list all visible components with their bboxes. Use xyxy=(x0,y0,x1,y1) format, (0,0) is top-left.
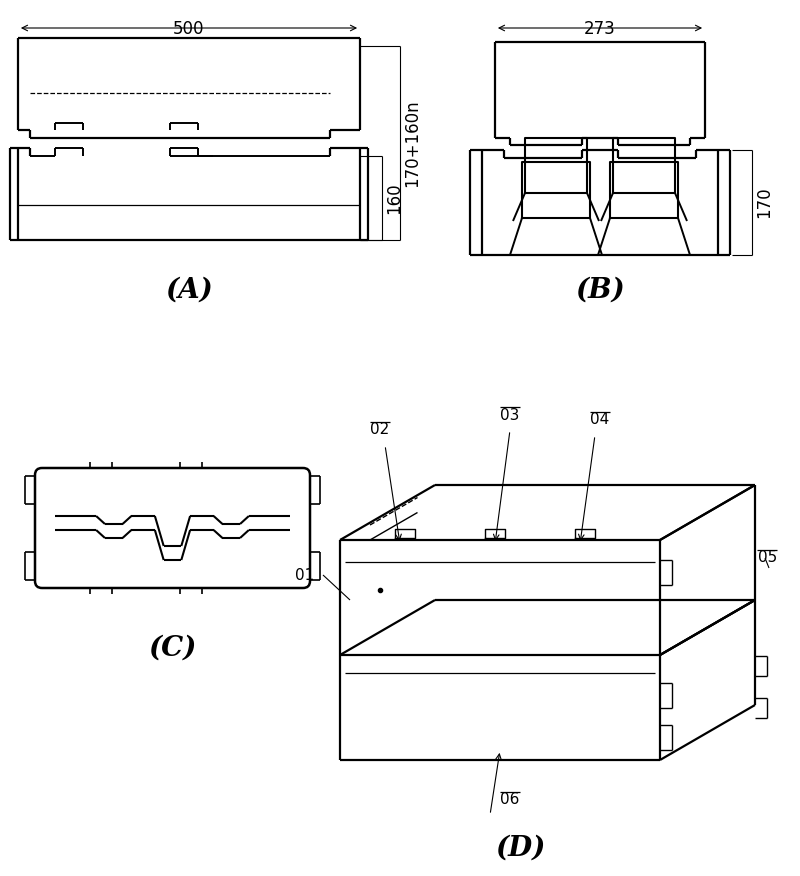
Text: 05: 05 xyxy=(758,550,777,566)
Text: (C): (C) xyxy=(148,634,196,661)
Text: 273: 273 xyxy=(584,20,616,38)
Text: 160: 160 xyxy=(385,182,403,214)
Text: 03: 03 xyxy=(500,407,520,422)
Text: 01: 01 xyxy=(295,568,314,583)
Text: 02: 02 xyxy=(370,422,390,437)
Text: (B): (B) xyxy=(575,277,625,303)
Text: 04: 04 xyxy=(590,413,610,427)
Text: (A): (A) xyxy=(165,277,213,303)
Text: (D): (D) xyxy=(495,835,545,861)
Text: 500: 500 xyxy=(174,20,205,38)
Text: 170: 170 xyxy=(755,187,773,218)
Text: 06: 06 xyxy=(500,793,520,808)
Text: 170+160n: 170+160n xyxy=(403,99,421,187)
